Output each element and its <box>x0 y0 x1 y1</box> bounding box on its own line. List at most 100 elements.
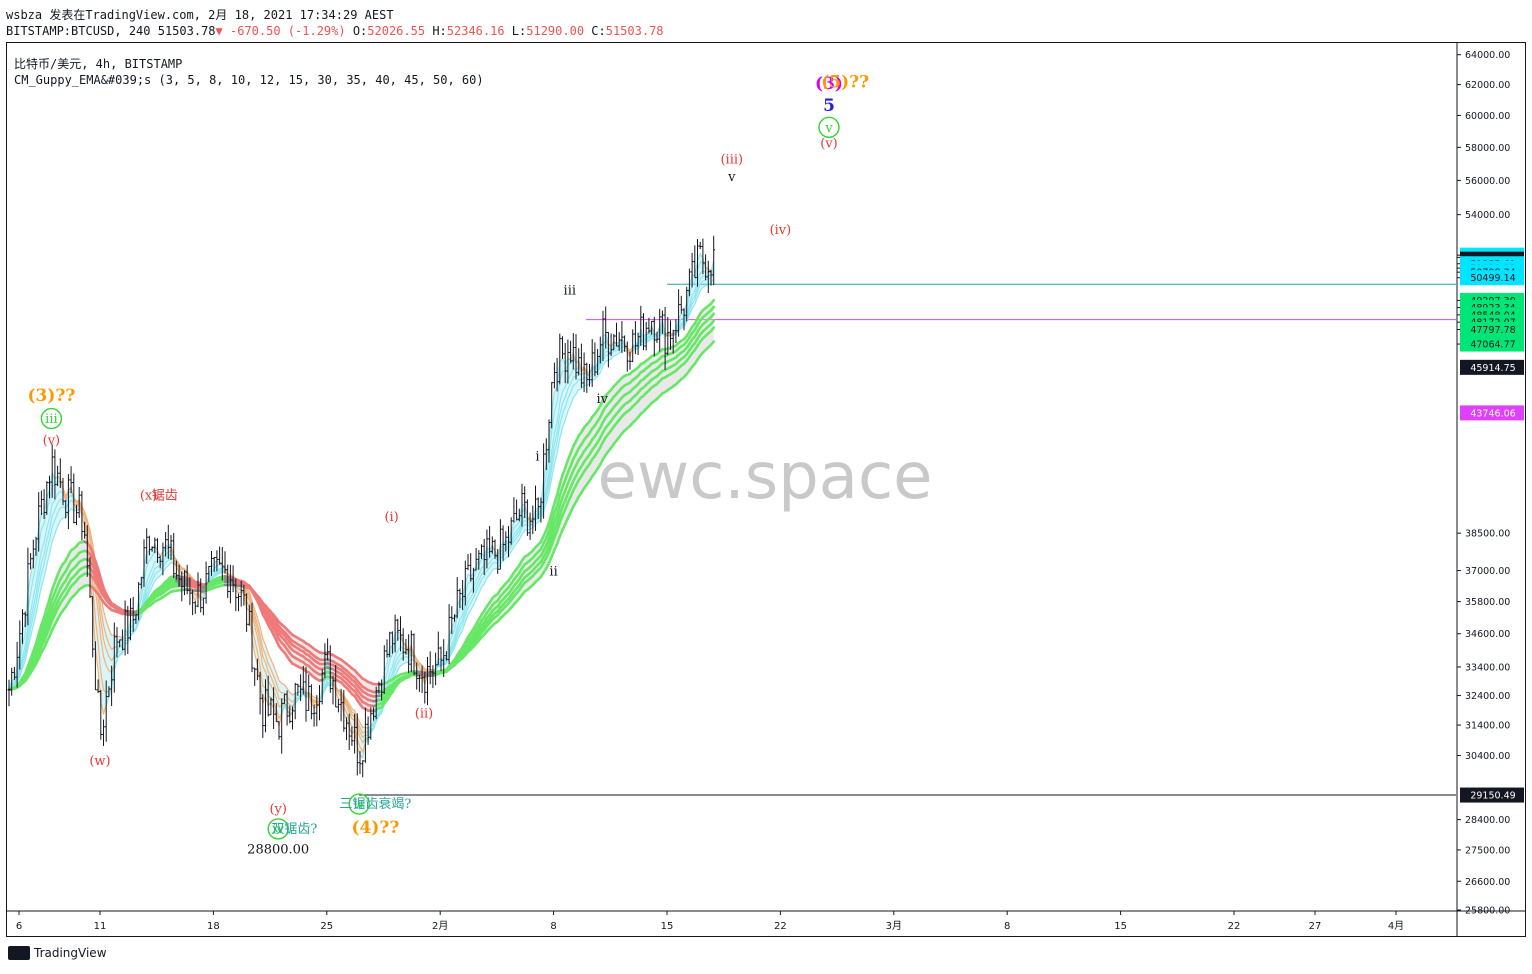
fast-ema-segment <box>283 684 288 690</box>
last-price: 51503.78 <box>157 24 216 38</box>
wave-label[interactable]: (w) <box>89 754 110 769</box>
fast-ema-segment <box>267 671 272 678</box>
fast-ema-segment <box>381 704 385 714</box>
fast-ema-segment <box>515 526 520 532</box>
wave-label[interactable]: ii <box>549 565 557 580</box>
fast-ema-segment <box>564 388 569 399</box>
fast-ema-segment <box>46 528 51 541</box>
fast-ema-segment <box>38 586 43 601</box>
wave-circle-icon <box>818 116 840 138</box>
fast-ema-segment <box>462 609 466 621</box>
fast-ema-segment <box>40 541 45 552</box>
fast-ema-segment <box>572 393 577 399</box>
fast-ema-segment <box>394 656 399 665</box>
fast-ema-segment <box>386 659 391 675</box>
slow-ema-segment <box>550 536 556 547</box>
price-axis-label-text: 29150.49 <box>1470 791 1515 802</box>
wave-label[interactable]: (iii) <box>720 153 743 168</box>
wave-label[interactable]: (v) <box>820 136 838 151</box>
fast-ema-segment <box>210 573 215 579</box>
fast-ema-segment <box>89 529 94 545</box>
fast-ema-segment <box>575 389 580 396</box>
fast-ema-segment <box>24 641 29 658</box>
ohlc-bar: BITSTAMP:BTCUSD, 240 51503.78▼ -670.50 (… <box>6 24 664 38</box>
fast-ema-segment <box>548 450 553 473</box>
fast-ema-segment <box>256 629 261 643</box>
wave-label[interactable]: (x) <box>140 489 157 504</box>
wave-label[interactable]: iv <box>596 392 608 407</box>
fast-ema-segment <box>21 651 26 662</box>
fast-ema-segment <box>275 697 280 708</box>
fast-ema-segment <box>24 634 29 653</box>
fast-ema-segment <box>688 303 693 313</box>
fast-ema-segment <box>324 684 329 691</box>
wave-label[interactable]: 5 <box>823 96 835 116</box>
wave-label[interactable]: (3) <box>815 74 843 94</box>
wave-label[interactable]: v <box>727 170 736 185</box>
fast-ema-segment <box>138 616 142 624</box>
down-arrow-icon: ▼ <box>215 24 223 38</box>
slow-ema-segment <box>550 529 556 540</box>
wave-label[interactable]: (y) <box>269 802 287 817</box>
fast-ema-segment <box>43 539 48 555</box>
wave-label[interactable]: i <box>535 449 539 464</box>
fast-ema-segment <box>146 581 150 590</box>
y-tick-label: 34600.00 <box>1465 629 1510 640</box>
fast-ema-segment <box>48 540 53 555</box>
wave-label[interactable]: 锯齿 <box>152 489 178 504</box>
fast-ema-segment <box>559 402 564 416</box>
fast-ema-segment <box>561 406 566 415</box>
fast-ema-segment <box>699 286 704 292</box>
fast-ema-segment <box>30 624 34 638</box>
indicator-legend[interactable]: CM_Guppy_EMA&#039;s (3, 5, 8, 10, 12, 15… <box>14 73 484 87</box>
wave-label[interactable]: 双锯齿? <box>271 822 317 837</box>
wave-label[interactable]: (5)?? <box>821 73 869 93</box>
fast-ema-segment <box>32 613 37 627</box>
fast-ema-segment <box>462 614 466 625</box>
fast-ema-segment <box>30 615 34 629</box>
fast-ema-segment <box>472 591 477 599</box>
price-change: -670.50 (-1.29%) <box>230 24 346 38</box>
fast-ema-segment <box>561 396 566 404</box>
fast-ema-segment <box>513 537 518 543</box>
wave-label[interactable]: iii <box>564 284 576 299</box>
wave-label[interactable]: v <box>824 121 833 136</box>
fast-ema-segment <box>521 523 526 529</box>
wave-label[interactable]: (iv) <box>770 223 792 238</box>
wave-label[interactable]: 三锯齿衰竭? <box>339 796 411 812</box>
wave-label[interactable]: 28800.00 <box>247 842 309 857</box>
fast-ema-segment <box>97 610 102 639</box>
slow-ema-segment <box>34 639 41 651</box>
fast-ema-segment <box>551 411 556 433</box>
fast-ema-segment <box>513 530 518 535</box>
fast-ema-segment <box>694 285 699 297</box>
fast-ema-segment <box>151 573 156 582</box>
x-tick-label: 8 <box>550 921 556 932</box>
fast-ema-segment <box>264 644 269 655</box>
fast-ema-segment <box>105 664 110 672</box>
wave-label[interactable]: (3)?? <box>27 386 75 406</box>
price-axis-label <box>1460 270 1524 286</box>
x-tick-label: 15 <box>661 921 674 932</box>
fast-ema-segment <box>267 652 272 660</box>
fast-ema-segment <box>262 638 267 646</box>
wave-label[interactable]: (4)?? <box>351 818 399 838</box>
wave-label[interactable]: iv <box>272 822 284 837</box>
wave-label[interactable]: (ii) <box>415 707 433 722</box>
wave-label[interactable]: iv <box>353 798 365 813</box>
wave-label[interactable]: (i) <box>384 510 398 525</box>
wave-label[interactable]: (v) <box>43 434 61 449</box>
wave-label[interactable]: iii <box>45 412 57 427</box>
slow-ema-segment <box>555 521 562 533</box>
fast-ema-segment <box>688 294 693 306</box>
fast-ema-segment <box>259 649 264 668</box>
fast-ema-segment <box>545 484 550 498</box>
fast-ema-segment <box>515 521 520 526</box>
fast-ema-segment <box>19 663 24 675</box>
fast-ema-segment <box>348 706 353 713</box>
symbol-legend[interactable]: 比特币/美元, 4h, BITSTAMP <box>14 57 183 71</box>
y-tick-label: 35800.00 <box>1465 597 1510 608</box>
fast-ema-segment <box>148 580 153 588</box>
chart-frame[interactable] <box>6 42 1526 937</box>
